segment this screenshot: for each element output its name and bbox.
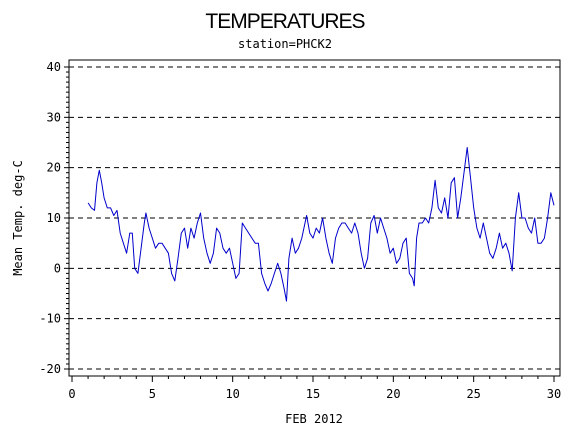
y-tick-label: -10 <box>39 312 61 326</box>
y-tick-label: 10 <box>47 211 61 225</box>
x-tick-label: 5 <box>149 387 156 401</box>
x-tick-label: 0 <box>68 387 75 401</box>
y-axis: -20 -10 0 10 20 30 40 <box>39 60 69 376</box>
grid-lines <box>69 66 560 370</box>
x-tick-label: 30 <box>547 387 561 401</box>
series-group <box>87 147 555 302</box>
y-tick-label: 20 <box>47 161 61 175</box>
chart-subtitle: station=PHCK2 <box>238 37 332 51</box>
y-tick-label: 30 <box>47 110 61 124</box>
x-axis: 0 5 10 15 20 25 30 <box>68 376 561 401</box>
x-tick-label: 25 <box>466 387 480 401</box>
y-tick-label: -20 <box>39 362 61 376</box>
series-line-1 <box>87 147 555 302</box>
chart-title: TEMPERATURES <box>205 10 365 33</box>
y-tick-label: 40 <box>47 60 61 74</box>
x-axis-label: FEB 2012 <box>285 412 343 426</box>
x-tick-label: 20 <box>386 387 400 401</box>
y-tick-label: 0 <box>54 261 61 275</box>
x-tick-label: 10 <box>225 387 239 401</box>
x-tick-label: 15 <box>306 387 320 401</box>
y-axis-label: Mean Temp. deg-C <box>11 160 25 276</box>
